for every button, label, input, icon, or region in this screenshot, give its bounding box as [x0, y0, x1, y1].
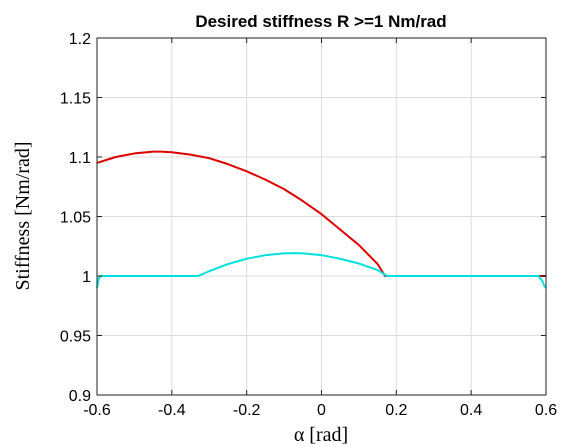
x-tick-label: 0.2 [385, 402, 407, 419]
x-tick-label: -0.2 [233, 402, 261, 419]
series-line-2 [96, 252, 547, 289]
grid [96, 37, 547, 396]
x-tick-label: 0 [317, 402, 326, 419]
y-axis-label: Stiffness [Nm/rad] [12, 141, 34, 290]
y-tick-label: 1 [82, 269, 91, 286]
y-tick-label: 0.9 [69, 388, 91, 405]
y-tick-label: 1.1 [69, 150, 91, 167]
axis-ticks: -0.6 -0.4 -0.2 0 0.2 0.4 0.6 0.9 0.95 1 1.05 1.1 1.1… [60, 31, 557, 419]
series-lines [96, 150, 547, 289]
y-tick-label: 1.05 [60, 210, 91, 227]
chart-title: Desired stiffness R >=1 Nm/rad [195, 12, 446, 31]
x-axis-label: α [rad] [294, 424, 348, 446]
y-tick-label: 0.95 [60, 329, 91, 346]
x-tick-label: -0.6 [83, 402, 111, 419]
y-tick-label: 1.15 [60, 91, 91, 108]
y-tick-label: 1.2 [69, 31, 91, 48]
x-tick-label: 0.6 [535, 402, 557, 419]
x-tick-label: 0.4 [460, 402, 482, 419]
x-tick-label: -0.4 [158, 402, 186, 419]
